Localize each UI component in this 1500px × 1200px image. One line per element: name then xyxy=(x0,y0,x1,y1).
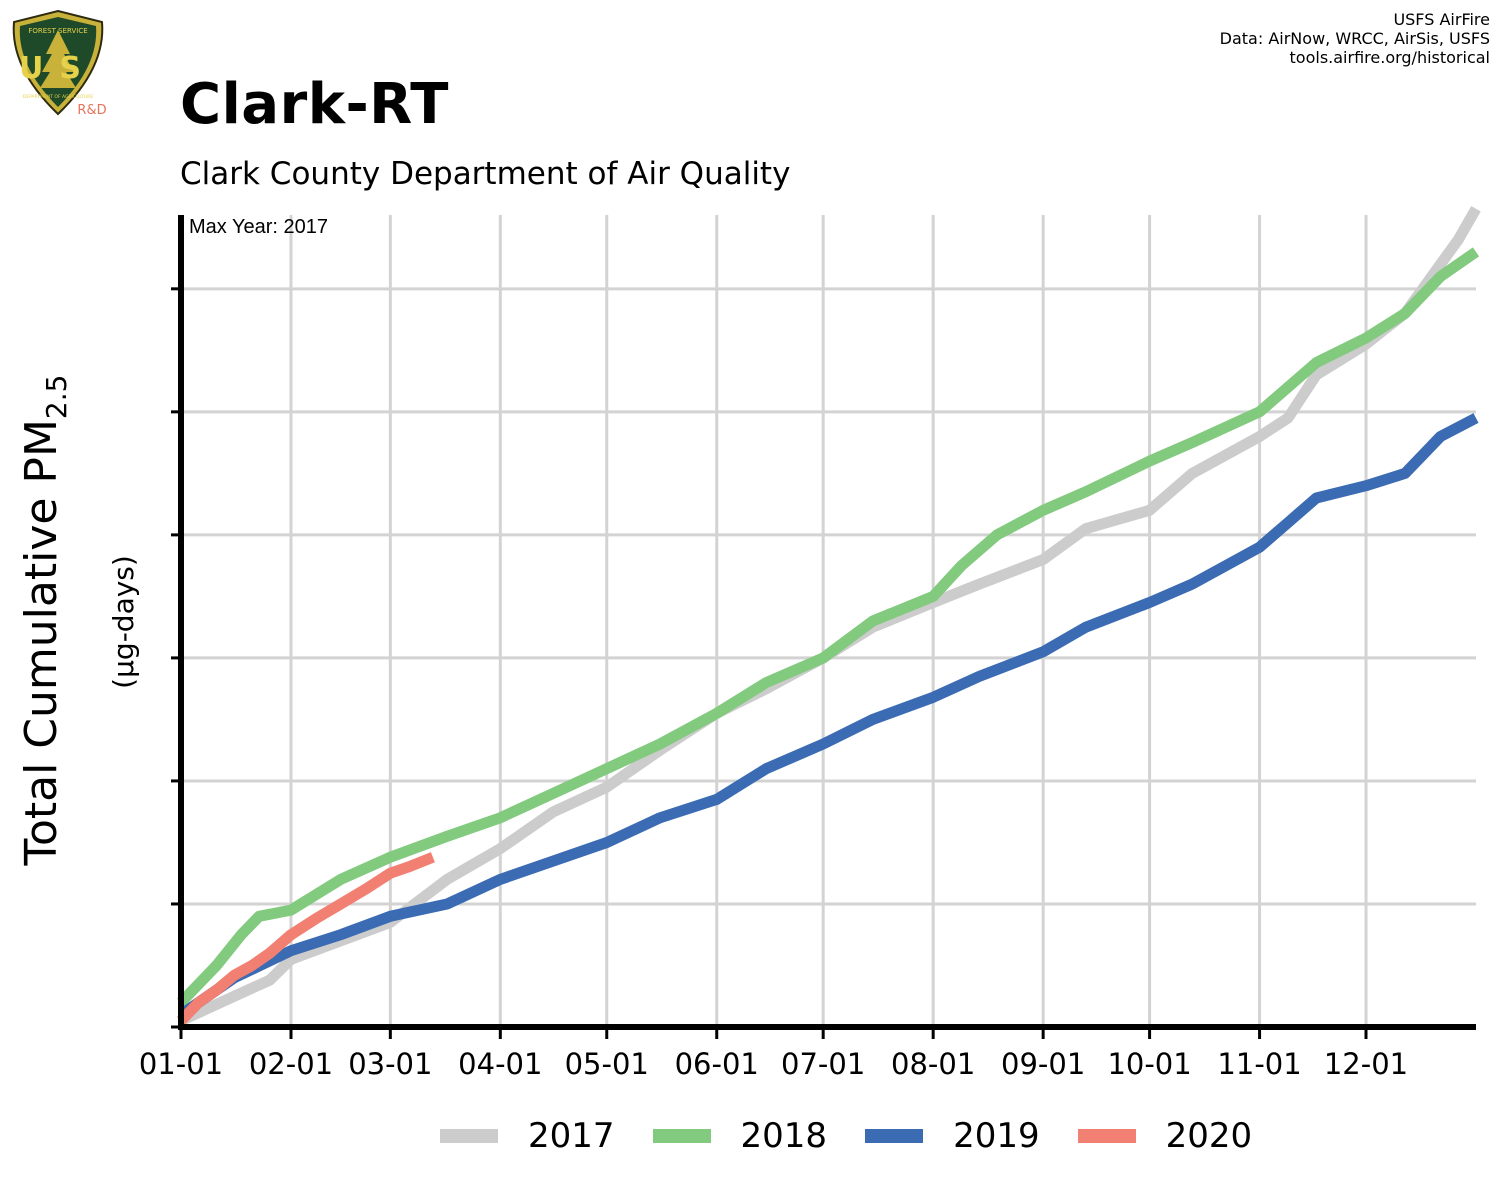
legend-item-2019: 2019 xyxy=(865,1116,1040,1156)
series-lines xyxy=(177,206,1481,1026)
x-tick-label: 09-01 xyxy=(1001,1047,1085,1081)
x-tick-label: 02-01 xyxy=(249,1047,333,1081)
credit-line: tools.airfire.org/historical xyxy=(1289,48,1490,67)
x-tick-label: 08-01 xyxy=(891,1047,975,1081)
x-tick-label: 03-01 xyxy=(348,1047,432,1081)
credit-line: Data: AirNow, WRCC, AirSis, USFS xyxy=(1219,29,1490,48)
legend-item-2018: 2018 xyxy=(652,1116,828,1156)
forest-service-shield-icon: US FOREST SERVICE DEPARTMENT OF AGRICULT… xyxy=(12,9,107,118)
x-ticks: 01-01 02-01 03-01 04-01 05-01 06-01 07-01 08-01… xyxy=(139,1027,1408,1081)
legend-swatch xyxy=(652,1129,711,1143)
page-title: Clark-RT xyxy=(180,72,449,137)
x-tick-label: 10-01 xyxy=(1107,1047,1191,1081)
logo-main-text: US xyxy=(19,51,97,86)
y-axis-units: (µg-days) xyxy=(107,555,140,689)
page-subtitle: Clark County Department of Air Quality xyxy=(180,156,791,192)
series-line-2017 xyxy=(178,206,1481,1026)
legend-swatch xyxy=(440,1129,498,1143)
legend-label: 2020 xyxy=(1165,1116,1253,1156)
legend: 2017 2018 2019 2020 xyxy=(440,1112,1290,1160)
max-year-annotation: Max Year: 2017 xyxy=(189,216,328,238)
logo-top-text: FOREST SERVICE xyxy=(28,27,87,35)
legend-item-2020: 2020 xyxy=(1077,1116,1253,1156)
legend-swatch xyxy=(865,1129,924,1143)
logo-badge: R&D xyxy=(77,103,106,118)
y-ticks xyxy=(171,287,181,1029)
legend-swatch xyxy=(1077,1129,1136,1143)
x-tick-label: 11-01 xyxy=(1217,1047,1301,1081)
legend-label: 2019 xyxy=(953,1116,1040,1156)
y-axis-label: Total Cumulative PM2.5 xyxy=(16,375,73,867)
legend-label: 2018 xyxy=(740,1116,828,1156)
y-axis-label-subscript: 2.5 xyxy=(40,375,73,420)
svg-text:Total Cumulative PM2.5: Total Cumulative PM2.5 xyxy=(16,375,73,867)
series-line-2020 xyxy=(177,852,435,1025)
axes xyxy=(178,215,1476,1030)
logo-bottom-text: DEPARTMENT OF AGRICULTURE xyxy=(23,94,94,100)
legend-item-2017: 2017 xyxy=(440,1116,615,1156)
credit-line: USFS AirFire xyxy=(1393,10,1490,29)
x-tick-label: 05-01 xyxy=(565,1047,649,1081)
y-axis-label-main: Total Cumulative PM xyxy=(16,419,67,866)
series-line-2018 xyxy=(177,247,1480,1007)
grid xyxy=(181,215,1476,1027)
y-axis-units-text: (µg-days) xyxy=(107,555,140,689)
legend-label: 2017 xyxy=(528,1116,615,1156)
x-tick-label: 04-01 xyxy=(458,1047,542,1081)
series-line-2019 xyxy=(177,413,1479,1020)
x-tick-label: 07-01 xyxy=(781,1047,865,1081)
x-tick-label: 06-01 xyxy=(675,1047,759,1081)
credits: USFS AirFire Data: AirNow, WRCC, AirSis,… xyxy=(1220,10,1490,67)
x-tick-label: 01-01 xyxy=(139,1047,223,1081)
x-tick-label: 12-01 xyxy=(1324,1047,1408,1081)
